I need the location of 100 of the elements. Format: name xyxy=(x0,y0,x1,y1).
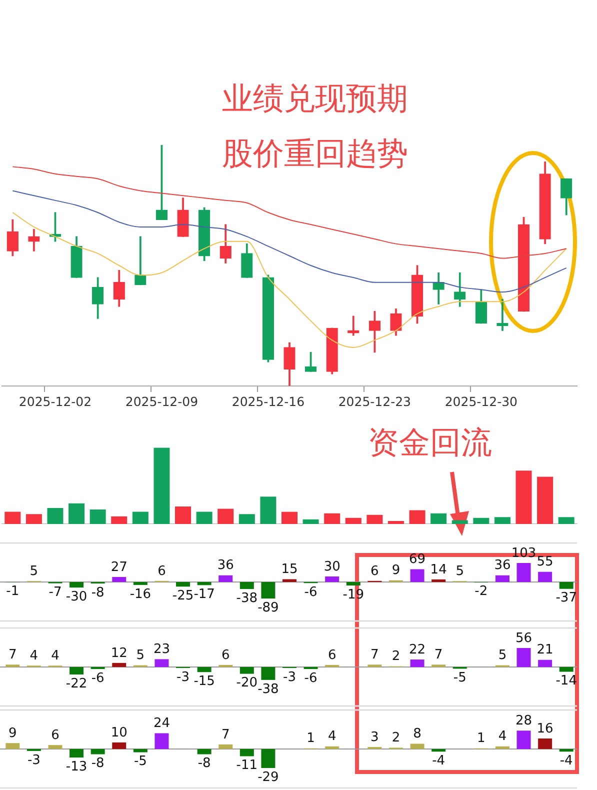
data-label: 1 xyxy=(306,731,315,746)
bar xyxy=(111,516,128,524)
data-label: 23 xyxy=(153,642,170,658)
bar xyxy=(47,508,64,524)
data-label: 7 xyxy=(370,647,379,662)
bar xyxy=(558,517,574,524)
bar xyxy=(26,514,42,524)
data-label: -5 xyxy=(453,670,466,686)
data-label: 30 xyxy=(324,559,340,574)
bar xyxy=(48,745,62,749)
bar xyxy=(261,749,276,768)
data-label: -16 xyxy=(130,586,152,602)
data-label: 5 xyxy=(30,564,38,579)
data-label: 9 xyxy=(8,726,17,741)
data-label: 4 xyxy=(498,729,507,744)
data-label: 6 xyxy=(158,564,166,579)
data-label: 4 xyxy=(328,729,336,744)
bar xyxy=(516,470,532,524)
data-label: 22 xyxy=(409,642,426,658)
x-tick-label: 2025-12-09 xyxy=(125,394,198,409)
data-label: 4 xyxy=(51,648,60,664)
bar xyxy=(516,562,531,582)
data-label: 6 xyxy=(221,648,230,663)
data-label: -17 xyxy=(194,587,215,602)
data-label: 16 xyxy=(536,721,554,736)
bar xyxy=(388,520,404,524)
data-label: -3 xyxy=(27,752,40,768)
data-label: 6 xyxy=(328,648,336,663)
data-label: 27 xyxy=(110,560,128,575)
data-label: 2 xyxy=(392,649,400,664)
data-label: 7 xyxy=(221,727,230,742)
data-label: -6 xyxy=(304,584,318,600)
bar xyxy=(154,659,169,667)
data-label: -20 xyxy=(236,676,258,691)
data-label: 28 xyxy=(515,713,532,728)
annotation: 资金回流 xyxy=(368,425,492,461)
bar xyxy=(410,744,424,749)
bar xyxy=(325,576,340,582)
bar xyxy=(559,582,574,589)
data-label: -38 xyxy=(258,682,279,697)
data-label: -30 xyxy=(66,589,88,604)
data-label: 5 xyxy=(498,648,507,664)
bar xyxy=(238,514,255,524)
data-label: 7 xyxy=(434,647,443,662)
bar xyxy=(154,733,169,749)
data-label: 1 xyxy=(477,731,486,746)
bar xyxy=(410,660,424,667)
data-label: 21 xyxy=(536,642,554,658)
bar xyxy=(90,510,106,524)
data-label: 12 xyxy=(110,646,128,661)
bar xyxy=(175,506,192,524)
bar xyxy=(432,749,446,752)
bar xyxy=(495,575,510,582)
data-label: -8 xyxy=(198,756,211,772)
bar xyxy=(240,749,254,756)
data-label: -22 xyxy=(66,676,88,692)
bar xyxy=(366,514,383,524)
data-label: -8 xyxy=(91,585,104,600)
bar xyxy=(261,667,276,680)
data-label: 6 xyxy=(51,728,60,743)
data-label: 69 xyxy=(409,552,426,568)
bar xyxy=(516,730,531,749)
bar xyxy=(240,582,254,590)
data-label: 9 xyxy=(392,563,400,578)
data-label: 55 xyxy=(536,554,554,570)
bar xyxy=(6,743,20,749)
bar xyxy=(409,510,426,524)
bar xyxy=(197,582,212,586)
bar xyxy=(537,476,554,524)
bar xyxy=(70,582,84,588)
bar xyxy=(538,660,552,667)
bar xyxy=(282,512,298,524)
bar xyxy=(538,738,552,749)
bar xyxy=(154,448,170,524)
x-tick-label: 2025-12-02 xyxy=(18,394,92,409)
bar xyxy=(260,496,276,524)
data-label: -1 xyxy=(6,584,20,600)
bar xyxy=(559,749,574,752)
data-label: 5 xyxy=(136,648,145,664)
bar xyxy=(132,512,148,524)
bar xyxy=(559,667,574,672)
bar xyxy=(68,503,85,524)
x-tick-label: 2025-12-23 xyxy=(338,394,412,409)
bar xyxy=(70,667,84,674)
bar xyxy=(430,513,447,524)
data-label: -4 xyxy=(560,754,573,768)
data-label: -7 xyxy=(48,585,62,600)
data-label: 10 xyxy=(110,725,128,740)
x-tick-label: 2025-12-30 xyxy=(444,394,518,409)
bar xyxy=(112,742,126,749)
bar xyxy=(325,746,340,749)
bar xyxy=(133,749,148,752)
bar xyxy=(112,577,126,582)
bar xyxy=(473,518,490,524)
bar xyxy=(112,662,126,667)
bar xyxy=(302,519,319,524)
data-label: 6 xyxy=(370,564,379,579)
bar xyxy=(324,513,340,524)
data-label: -2 xyxy=(474,584,488,600)
data-label: -4 xyxy=(432,754,446,768)
